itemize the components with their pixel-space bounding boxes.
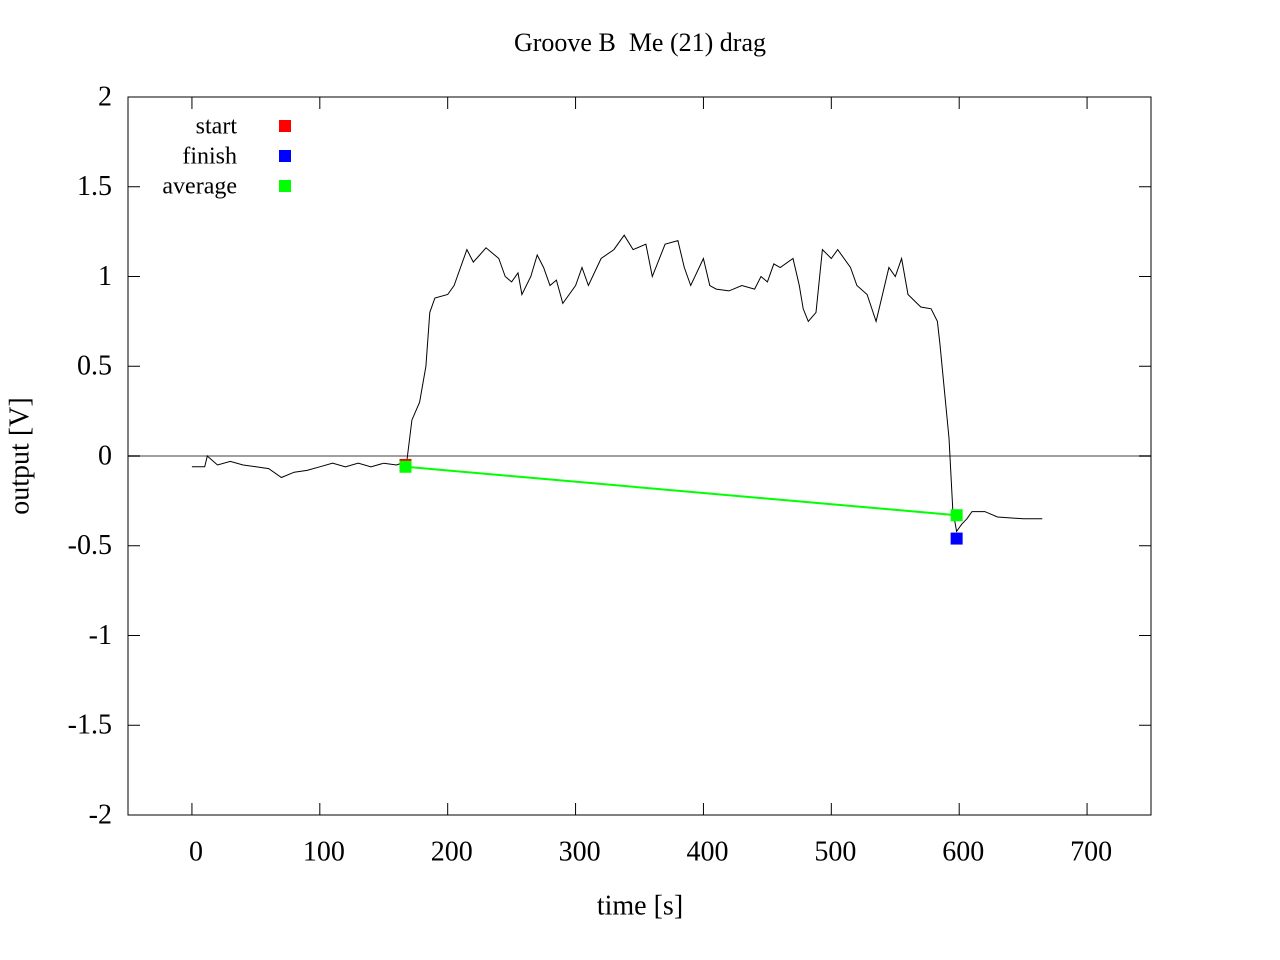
y-tick-label: 2 xyxy=(98,81,112,112)
chart-title: Groove B Me (21) drag xyxy=(514,28,766,57)
y-tick-label: 1 xyxy=(98,261,112,292)
series-line xyxy=(405,465,957,517)
legend-label: average xyxy=(162,174,237,200)
y-tick-label: -1.5 xyxy=(68,710,112,741)
point-marker xyxy=(399,460,412,473)
signal-line xyxy=(191,234,1043,533)
x-tick-label: 400 xyxy=(686,836,728,867)
point-marker xyxy=(950,532,963,545)
y-tick-label: -0.5 xyxy=(68,530,112,561)
y-tick-label: 1.5 xyxy=(77,171,112,202)
x-tick-label: 600 xyxy=(942,836,984,867)
y-axis-label: output [V] xyxy=(4,397,35,514)
x-tick-label: 500 xyxy=(814,836,856,867)
legend-label: start xyxy=(196,114,238,140)
x-axis-label: time [s] xyxy=(597,890,683,921)
legend-swatch xyxy=(279,180,291,192)
point-marker xyxy=(950,509,963,522)
x-tick-label: 700 xyxy=(1070,836,1112,867)
x-tick-label: 0 xyxy=(189,836,203,867)
y-tick-label: -2 xyxy=(89,799,112,830)
x-tick-label: 200 xyxy=(431,836,473,867)
y-tick-label: 0 xyxy=(98,440,112,471)
y-tick-label: 0.5 xyxy=(77,351,112,382)
legend-swatch xyxy=(279,120,291,132)
legend-label: finish xyxy=(182,144,237,170)
x-tick-label: 300 xyxy=(559,836,601,867)
legend-swatch xyxy=(279,150,291,162)
x-tick-label: 100 xyxy=(303,836,345,867)
y-tick-label: -1 xyxy=(89,620,112,651)
